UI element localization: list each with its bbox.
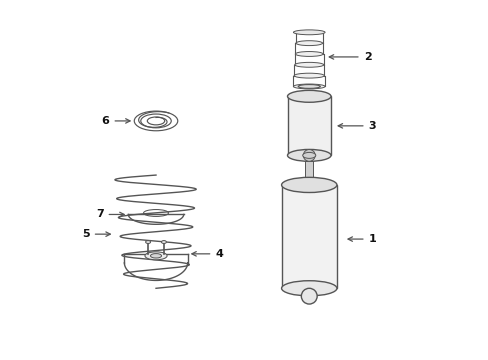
Polygon shape — [287, 96, 330, 156]
Text: 1: 1 — [347, 234, 376, 244]
Ellipse shape — [281, 177, 336, 193]
Ellipse shape — [294, 62, 323, 67]
Circle shape — [301, 288, 317, 304]
Ellipse shape — [295, 41, 322, 46]
Ellipse shape — [302, 152, 315, 158]
Ellipse shape — [293, 73, 324, 78]
Ellipse shape — [295, 51, 323, 57]
Text: 6: 6 — [102, 116, 130, 126]
Ellipse shape — [298, 85, 320, 88]
Text: 7: 7 — [96, 210, 124, 220]
Ellipse shape — [144, 252, 167, 260]
Polygon shape — [305, 156, 313, 185]
Text: 4: 4 — [191, 249, 223, 259]
Polygon shape — [281, 185, 336, 288]
Ellipse shape — [293, 30, 325, 35]
Ellipse shape — [287, 90, 330, 102]
Ellipse shape — [293, 84, 325, 89]
Ellipse shape — [150, 253, 161, 258]
Ellipse shape — [161, 240, 166, 243]
Ellipse shape — [145, 240, 150, 243]
Circle shape — [303, 149, 315, 161]
Text: 2: 2 — [328, 52, 370, 62]
Text: 3: 3 — [338, 121, 375, 131]
Ellipse shape — [281, 281, 336, 296]
Ellipse shape — [287, 149, 330, 161]
Text: 5: 5 — [82, 229, 110, 239]
